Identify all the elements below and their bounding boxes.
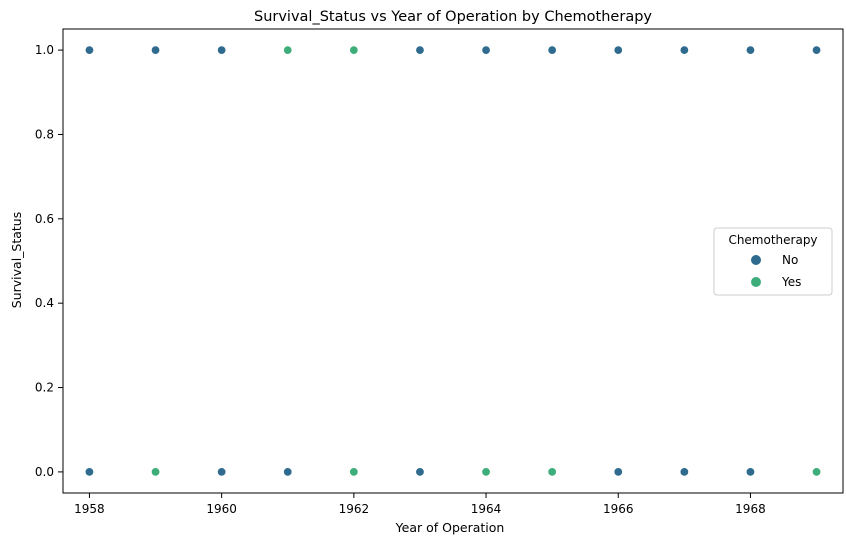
x-axis: 1958 1960 1962 1964 1966 1968 — [74, 493, 766, 516]
data-point-no — [613, 467, 623, 477]
y-tick-label: 0.2 — [35, 381, 54, 395]
data-point-no — [547, 45, 557, 55]
y-tick-label: 0.6 — [35, 212, 54, 226]
data-point-no — [745, 467, 755, 477]
data-point-yes — [283, 45, 293, 55]
data-point-no — [613, 45, 623, 55]
data-point-no — [745, 45, 755, 55]
data-point-yes — [349, 467, 359, 477]
chart-title: Survival_Status vs Year of Operation by … — [254, 9, 652, 25]
data-point-no — [481, 45, 491, 55]
y-tick-label: 0.4 — [35, 296, 54, 310]
data-point-no — [217, 45, 227, 55]
data-point-no — [679, 467, 689, 477]
data-points — [84, 45, 822, 477]
data-point-no — [283, 467, 293, 477]
data-point-yes — [349, 45, 359, 55]
plot-area — [62, 28, 844, 494]
x-tick-label: 1958 — [74, 502, 105, 516]
legend-marker-no — [751, 255, 761, 265]
data-point-no — [679, 45, 689, 55]
y-axis: 0.0 0.2 0.4 0.6 0.8 1.0 — [35, 43, 63, 479]
data-point-no — [84, 45, 94, 55]
data-point-no — [217, 467, 227, 477]
data-point-yes — [812, 467, 822, 477]
data-point-no — [415, 45, 425, 55]
x-tick-label: 1964 — [471, 502, 502, 516]
data-point-no — [415, 467, 425, 477]
data-point-yes — [547, 467, 557, 477]
legend-label-yes: Yes — [781, 275, 801, 289]
y-tick-label: 1.0 — [35, 43, 54, 57]
data-point-yes — [151, 467, 161, 477]
y-tick-label: 0.0 — [35, 465, 54, 479]
x-axis-label: Year of Operation — [395, 520, 505, 535]
y-axis-label: Survival_Status — [9, 212, 24, 308]
x-tick-label: 1960 — [206, 502, 237, 516]
legend-box — [713, 227, 833, 296]
x-tick-label: 1962 — [339, 502, 370, 516]
legend: Chemotherapy No Yes — [713, 227, 833, 296]
axes-frame — [62, 28, 844, 494]
data-point-no — [84, 467, 94, 477]
legend-title: Chemotherapy — [728, 233, 817, 247]
x-tick-label: 1966 — [603, 502, 634, 516]
x-tick-label: 1968 — [735, 502, 766, 516]
data-point-no — [812, 45, 822, 55]
data-point-no — [151, 45, 161, 55]
data-point-yes — [481, 467, 491, 477]
legend-marker-yes — [751, 277, 761, 287]
legend-label-no: No — [782, 253, 798, 267]
y-tick-label: 0.8 — [35, 127, 54, 141]
